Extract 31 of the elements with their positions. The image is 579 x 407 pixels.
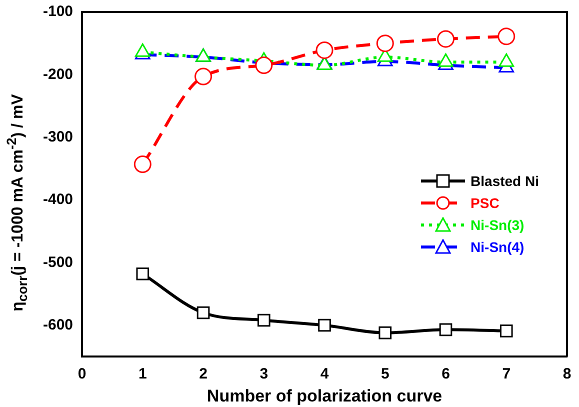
point <box>134 156 152 173</box>
point <box>318 318 331 332</box>
x-tick-label: 6 <box>442 366 450 383</box>
x-tick-label: 2 <box>199 366 208 383</box>
point <box>438 53 454 67</box>
point <box>498 53 514 67</box>
point <box>136 267 150 280</box>
y-tick-label: -100 <box>42 3 74 20</box>
point <box>134 43 150 57</box>
x-tick-label: 4 <box>320 366 330 383</box>
x-tick-label: 8 <box>562 366 572 383</box>
x-axis-title: Number of polarization curve <box>206 386 442 406</box>
point <box>378 326 392 340</box>
legend-label: Blasted Ni <box>470 173 539 189</box>
y-tick-label: -600 <box>42 316 74 334</box>
y-tick-label: -500 <box>42 254 74 271</box>
legend-label: Ni-Sn(4) <box>470 239 524 255</box>
x-tick-label: 7 <box>502 366 511 383</box>
x-tick-label: 0 <box>78 366 86 383</box>
x-tick-label: 3 <box>260 366 268 383</box>
y-tick-label: -400 <box>42 191 74 208</box>
y-tick-label: -300 <box>42 128 74 146</box>
point <box>196 306 210 320</box>
legend-label: Ni-Sn(3) <box>470 217 524 233</box>
point <box>257 314 270 327</box>
point <box>439 323 452 336</box>
x-tick-label: 5 <box>380 366 390 383</box>
legend-label: PSC <box>470 195 500 211</box>
y-tick-label: -200 <box>42 66 74 83</box>
point <box>500 324 513 338</box>
x-tick-label: 1 <box>138 366 147 383</box>
